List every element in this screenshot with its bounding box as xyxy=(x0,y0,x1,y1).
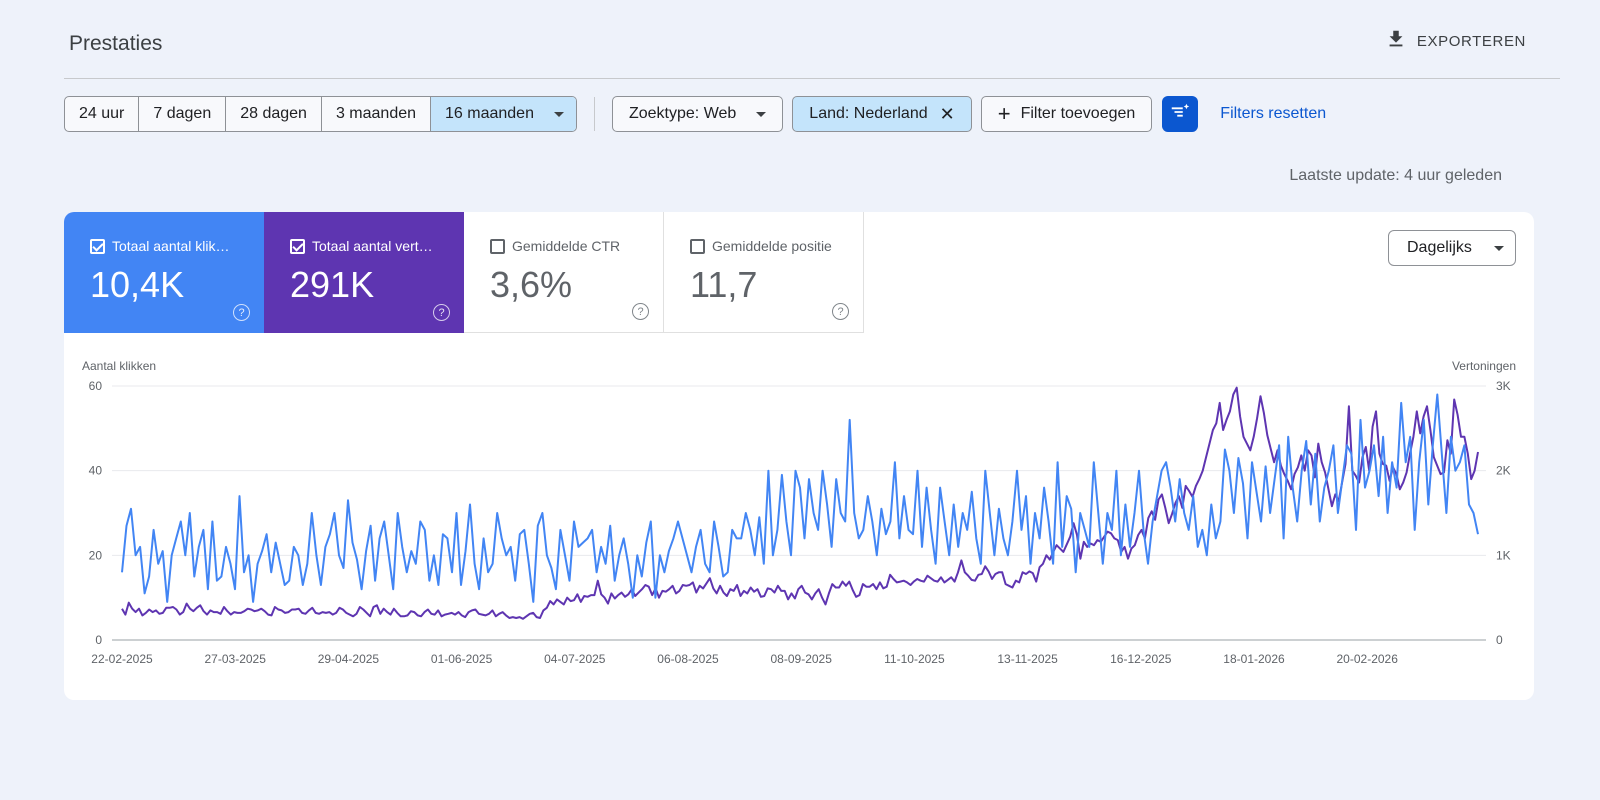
help-icon[interactable]: ? xyxy=(233,304,250,321)
range-24h-button[interactable]: 24 uur xyxy=(65,97,140,131)
range-28d-button[interactable]: 28 dagen xyxy=(226,97,322,131)
checkbox-checked-icon[interactable] xyxy=(90,238,105,254)
y-left-axis-title: Aantal klikken xyxy=(82,359,156,373)
country-filter-chip[interactable]: Land: Nederland ✕ xyxy=(792,96,972,132)
chevron-down-icon xyxy=(1493,245,1504,251)
metric-label: Totaal aantal vert… xyxy=(312,238,433,254)
range-7d-button[interactable]: 7 dagen xyxy=(139,97,227,131)
y-right-tick-label: 3K xyxy=(1496,379,1511,393)
metric-card-ctr[interactable]: Gemiddelde CTR 3,6% ? xyxy=(464,212,664,333)
granularity-label: Dagelijks xyxy=(1407,239,1472,256)
metric-card-clicks[interactable]: Totaal aantal klik… 10,4K ? xyxy=(64,212,264,333)
add-filter-label: Filter toevoegen xyxy=(1020,105,1136,122)
last-update-text: Laatste update: 4 uur geleden xyxy=(1289,167,1502,184)
x-tick-label: 29-04-2025 xyxy=(318,652,380,666)
country-filter-label: Land: Nederland xyxy=(809,105,928,122)
range-16m-dropdown[interactable]: 16 maanden xyxy=(431,97,576,131)
y-right-axis-title: Vertoningen xyxy=(1452,359,1516,373)
x-tick-label: 16-12-2025 xyxy=(1110,652,1172,666)
help-icon[interactable]: ? xyxy=(632,303,649,320)
search-type-label: Zoektype: Web xyxy=(628,105,737,122)
reset-filters-link[interactable]: Filters resetten xyxy=(1220,105,1327,122)
metric-label: Totaal aantal klik… xyxy=(112,238,230,254)
y-left-tick-label: 0 xyxy=(95,633,102,647)
metric-card-position[interactable]: Gemiddelde positie 11,7 ? xyxy=(664,212,864,333)
y-left-tick-label: 40 xyxy=(89,464,103,478)
x-tick-label: 13-11-2025 xyxy=(997,652,1058,666)
y-right-tick-label: 2K xyxy=(1496,464,1511,478)
filter-toolbar: 24 uur 7 dagen 28 dagen 3 maanden 16 maa… xyxy=(64,96,1326,132)
x-tick-label: 22-02-2025 xyxy=(91,652,153,666)
checkbox-unchecked-icon[interactable] xyxy=(490,238,505,254)
close-icon[interactable]: ✕ xyxy=(939,103,955,124)
y-right-tick-label: 0 xyxy=(1496,633,1503,647)
range-3m-button[interactable]: 3 maanden xyxy=(322,97,432,131)
smart-filter-button[interactable] xyxy=(1162,96,1199,132)
performance-card: Totaal aantal klik… 10,4K ? Totaal aanta… xyxy=(64,212,1534,700)
export-label: EXPORTEREN xyxy=(1416,32,1526,50)
export-button[interactable]: EXPORTEREN xyxy=(1385,28,1526,54)
x-tick-label: 11-10-2025 xyxy=(884,652,945,666)
metric-card-impressions[interactable]: Totaal aantal vert… 291K ? xyxy=(264,212,464,333)
filter-sparkle-icon xyxy=(1169,101,1191,128)
date-range-selector: 24 uur 7 dagen 28 dagen 3 maanden 16 maa… xyxy=(64,96,577,132)
y-left-tick-label: 60 xyxy=(89,379,103,393)
x-tick-label: 27-03-2025 xyxy=(205,652,267,666)
divider xyxy=(593,97,595,131)
granularity-dropdown[interactable]: Dagelijks xyxy=(1388,230,1516,266)
metric-value: 11,7 xyxy=(690,264,758,305)
search-type-filter[interactable]: Zoektype: Web xyxy=(611,96,784,132)
x-tick-label: 04-07-2025 xyxy=(544,652,606,666)
clicks-line xyxy=(121,393,1479,603)
help-icon[interactable]: ? xyxy=(832,303,849,320)
add-filter-button[interactable]: + Filter toevoegen xyxy=(980,96,1153,132)
metric-value: 291K xyxy=(290,264,375,305)
range-16m-label: 16 maanden xyxy=(445,105,534,122)
y-right-tick-label: 1K xyxy=(1496,548,1511,562)
metric-value: 3,6% xyxy=(490,264,573,305)
download-icon xyxy=(1385,28,1407,54)
checkbox-checked-icon[interactable] xyxy=(290,238,305,254)
performance-chart: 0 20 40 60 0 1K 2K 3K Aantal klikken Vertoningen 2… xyxy=(82,359,1516,666)
checkbox-unchecked-icon[interactable] xyxy=(690,238,705,254)
x-tick-label: 18-01-2026 xyxy=(1223,652,1285,666)
metric-label: Gemiddelde CTR xyxy=(512,238,621,254)
page-header: Prestaties EXPORTEREN xyxy=(64,0,1560,79)
x-tick-label: 08-09-2025 xyxy=(771,652,833,666)
x-tick-label: 01-06-2025 xyxy=(431,652,493,666)
chevron-down-icon xyxy=(553,111,564,117)
y-left-tick-label: 20 xyxy=(89,548,103,562)
metric-label: Gemiddelde positie xyxy=(712,238,832,254)
plus-icon: + xyxy=(997,101,1011,126)
metric-value: 10,4K xyxy=(90,264,185,305)
impressions-line xyxy=(121,386,1479,620)
page-title: Prestaties xyxy=(69,32,163,55)
help-icon[interactable]: ? xyxy=(433,304,450,321)
x-tick-label: 06-08-2025 xyxy=(657,652,719,666)
x-tick-label: 20-02-2026 xyxy=(1337,652,1399,666)
chevron-down-icon xyxy=(756,111,767,117)
